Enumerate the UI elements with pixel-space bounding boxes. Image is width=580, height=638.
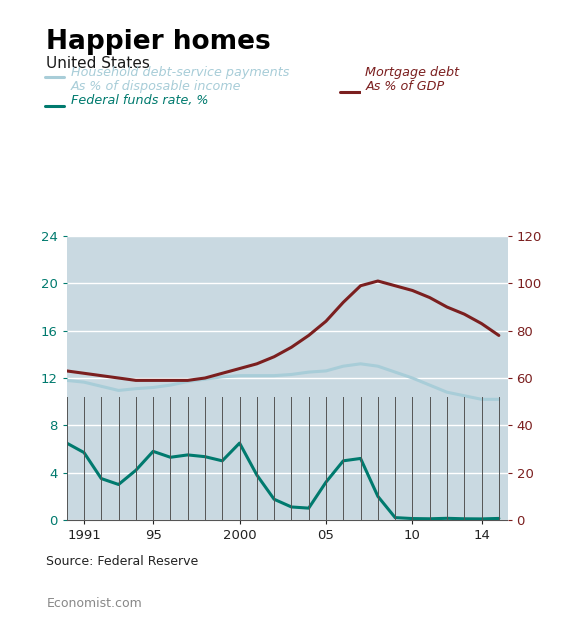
Text: Happier homes: Happier homes — [46, 29, 271, 55]
Text: Federal funds rate, %: Federal funds rate, % — [71, 94, 208, 107]
Text: Source: Federal Reserve: Source: Federal Reserve — [46, 555, 198, 568]
Text: 2: 2 — [522, 13, 539, 37]
Text: United States: United States — [46, 56, 150, 71]
Text: As % of disposable income: As % of disposable income — [71, 80, 241, 93]
Text: As % of GDP: As % of GDP — [365, 80, 445, 93]
Text: Household debt-service payments: Household debt-service payments — [71, 66, 289, 78]
Text: Economist.com: Economist.com — [46, 597, 142, 609]
Text: Mortgage debt: Mortgage debt — [365, 66, 459, 78]
